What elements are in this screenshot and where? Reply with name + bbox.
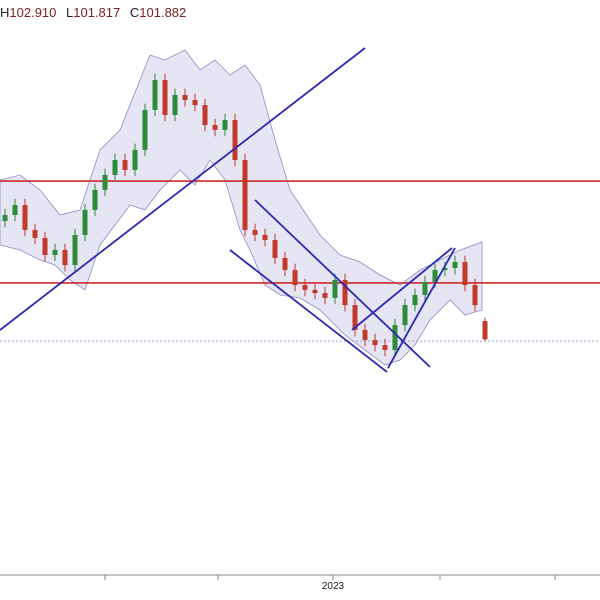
ohlc-readout: H102.910 L101.817 C101.882 [0,5,186,20]
readout-value: 101.817 [73,5,120,20]
candle-body [152,80,158,110]
candle-body [222,120,228,130]
candle-body [312,289,318,294]
readout-value: 102.910 [9,5,56,20]
candle-body [172,94,178,115]
candle-body [182,94,188,101]
x-axis-ticks [104,575,556,580]
candle-body [402,305,408,326]
candle-body [302,285,308,290]
candle-body [422,281,428,295]
candle-body [332,280,338,298]
candle-body [462,261,468,286]
candle-body [212,125,218,130]
candle-body [192,100,198,106]
candle-body [382,345,388,350]
trend-line [351,247,453,331]
candle-body [12,205,18,215]
candle-body [372,340,378,346]
candle-body [392,325,398,350]
candle-body [162,80,168,115]
x-tick-label: 2023 [322,581,345,592]
candle-body [412,294,418,306]
candle-body [452,261,458,269]
candle-body [252,229,258,235]
candle-body [472,285,478,306]
readout-label: C [130,5,139,20]
candle-body [282,257,288,270]
candle-body [52,249,58,255]
trend-line [254,199,431,368]
bollinger-band [0,49,483,366]
trend-line [0,47,366,331]
candle-body [2,214,8,222]
candle-body [342,280,348,306]
candle-body [262,234,268,241]
candle-body [72,234,78,266]
candle-body [92,189,98,210]
candle-body [362,329,368,341]
candle-body [242,160,248,230]
trend-lines [0,47,456,373]
candle-body [272,240,278,258]
candle-body [322,293,328,298]
candle-body [132,149,138,170]
candle-body [42,237,48,255]
trend-line [387,247,456,369]
candle-body [142,109,148,150]
candle-body [122,160,128,170]
candle-body [32,229,38,238]
trend-line [229,249,388,373]
candle-body [442,268,448,270]
candle-body [232,120,238,161]
candle-body [102,174,108,190]
candle-body [22,205,28,230]
candle-body [432,269,438,282]
candle-body [112,160,118,175]
candle-body [352,305,358,330]
candle-body [82,209,88,235]
candle-body [202,105,208,126]
candle-body [62,249,68,266]
candle-body [292,269,298,286]
candle-body [482,321,488,340]
readout-label: H [0,5,9,20]
readout-value: 101.882 [139,5,186,20]
readout-label: L [66,5,73,20]
